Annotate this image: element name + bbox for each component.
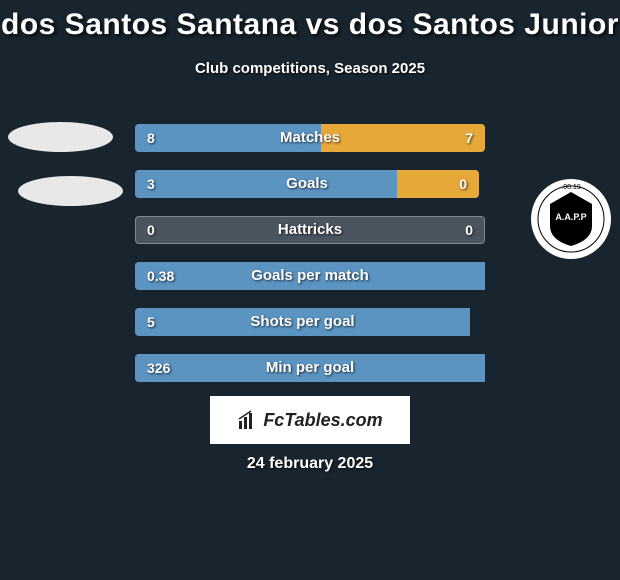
stat-row: Hattricks0 0 [135,216,485,244]
stat-label: Matches [135,124,485,152]
stat-label: Goals [135,170,479,198]
subtitle: Club competitions, Season 2025 [0,60,620,77]
stats-container: Matches87Goals30Hattricks00Goals per mat… [135,124,485,400]
player1-logo-placeholder-2 [18,176,123,206]
svg-text:.08.19: .08.19 [561,184,581,191]
stat-value-left: 0 [147,216,155,244]
stat-value-left: 3 [147,170,155,198]
stat-row: Min per goal326 [135,354,485,382]
stat-value-left: 0.38 [147,262,174,290]
svg-text:A.A.P.P: A.A.P.P [555,212,586,222]
stat-row: Goals3 0 [135,170,485,198]
stat-label: Min per goal [135,354,485,382]
stat-value-left: 8 [147,124,155,152]
date-label: 24 february 2025 [0,455,620,473]
stat-row: Goals per match0.38 [135,262,485,290]
stat-value-right: 0 [459,170,467,198]
stat-value-right: 7 [465,124,473,152]
watermark-badge: FcTables.com [210,396,410,444]
stat-value-right: 0 [465,216,473,244]
stat-label: Shots per goal [135,308,470,336]
player1-logo-placeholder-1 [8,122,113,152]
stat-row: Matches8 7 [135,124,485,152]
stat-label: Hattricks [135,216,485,244]
player2-club-badge: A.A.P.P .08.19 [530,178,612,260]
stat-label: Goals per match [135,262,485,290]
stat-value-left: 5 [147,308,155,336]
stat-value-left: 326 [147,354,170,382]
page-title: dos Santos Santana vs dos Santos Junior [0,0,620,42]
stat-row: Shots per goal5 [135,308,485,336]
watermark-text: FcTables.com [263,410,382,431]
